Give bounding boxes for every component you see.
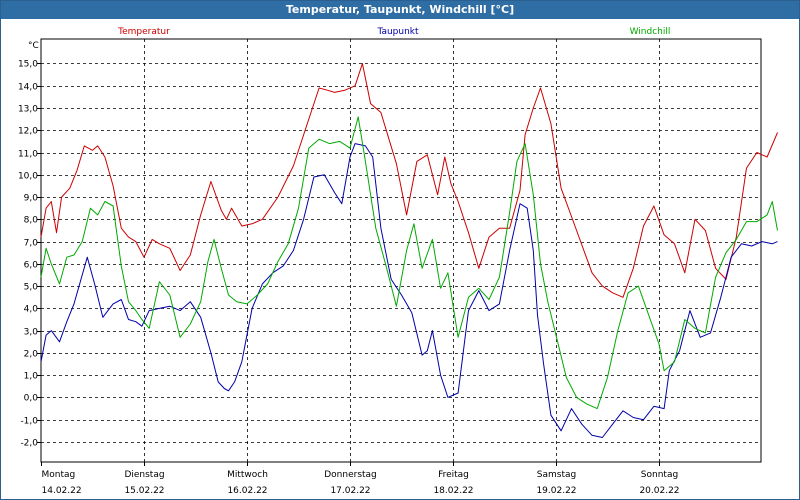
x-tick-day-label: Donnerstag: [324, 470, 377, 480]
y-axis-label: °C: [28, 41, 39, 51]
y-tick-label: 11,0: [18, 150, 38, 160]
series-line-windchill: [40, 116, 778, 410]
legend-item-windchill: Windchill: [630, 27, 671, 37]
x-tick-day-label: Dienstag: [124, 470, 164, 480]
x-tick-day-label: Samstag: [537, 470, 576, 480]
y-tick-label: 4,0: [24, 305, 39, 315]
x-tick-date-label: 20.02.22: [639, 486, 679, 496]
x-tick-date-label: 17.02.22: [330, 486, 370, 496]
x-tick-date-label: 19.02.22: [536, 486, 576, 496]
y-tick-label: 13,0: [18, 105, 38, 115]
legend-item-temperatur: Temperatur: [117, 27, 170, 37]
y-tick-label: 9,0: [24, 194, 39, 204]
y-tick-label: 5,0: [24, 283, 39, 293]
legend-item-taupunkt: Taupunkt: [376, 27, 419, 37]
x-tick-day-label: Mittwoch: [227, 470, 268, 480]
y-tick-label: -1,0: [20, 417, 38, 427]
window-title: Temperatur, Taupunkt, Windchill [°C]: [1, 1, 799, 19]
y-tick-label: 1,0: [24, 372, 39, 382]
x-tick-date-label: 14.02.22: [42, 486, 82, 496]
x-tick-day-label: Montag: [42, 470, 76, 480]
y-tick-label: 2,0: [24, 350, 39, 360]
y-tick-label: -2,0: [20, 439, 38, 449]
series-line-taupunkt: [40, 143, 778, 438]
plot-area: [40, 38, 762, 463]
series-line-temperatur: [40, 63, 778, 298]
y-tick-label: 10,0: [18, 172, 38, 182]
y-tick-label: 0,0: [24, 394, 39, 404]
y-tick-label: 12,0: [18, 127, 38, 137]
y-tick-label: 15,0: [18, 60, 38, 70]
y-tick-label: 8,0: [24, 216, 39, 226]
y-tick-label: 6,0: [24, 261, 39, 271]
y-tick-label: 7,0: [24, 239, 39, 249]
y-tick-label: 14,0: [18, 83, 38, 93]
x-tick-day-label: Freitag: [438, 470, 469, 480]
x-tick-date-label: 15.02.22: [124, 486, 164, 496]
y-tick-label: 3,0: [24, 328, 39, 338]
x-tick-day-label: Sonntag: [641, 470, 678, 480]
x-tick-date-label: 18.02.22: [433, 486, 473, 496]
x-tick-date-label: 16.02.22: [227, 486, 267, 496]
